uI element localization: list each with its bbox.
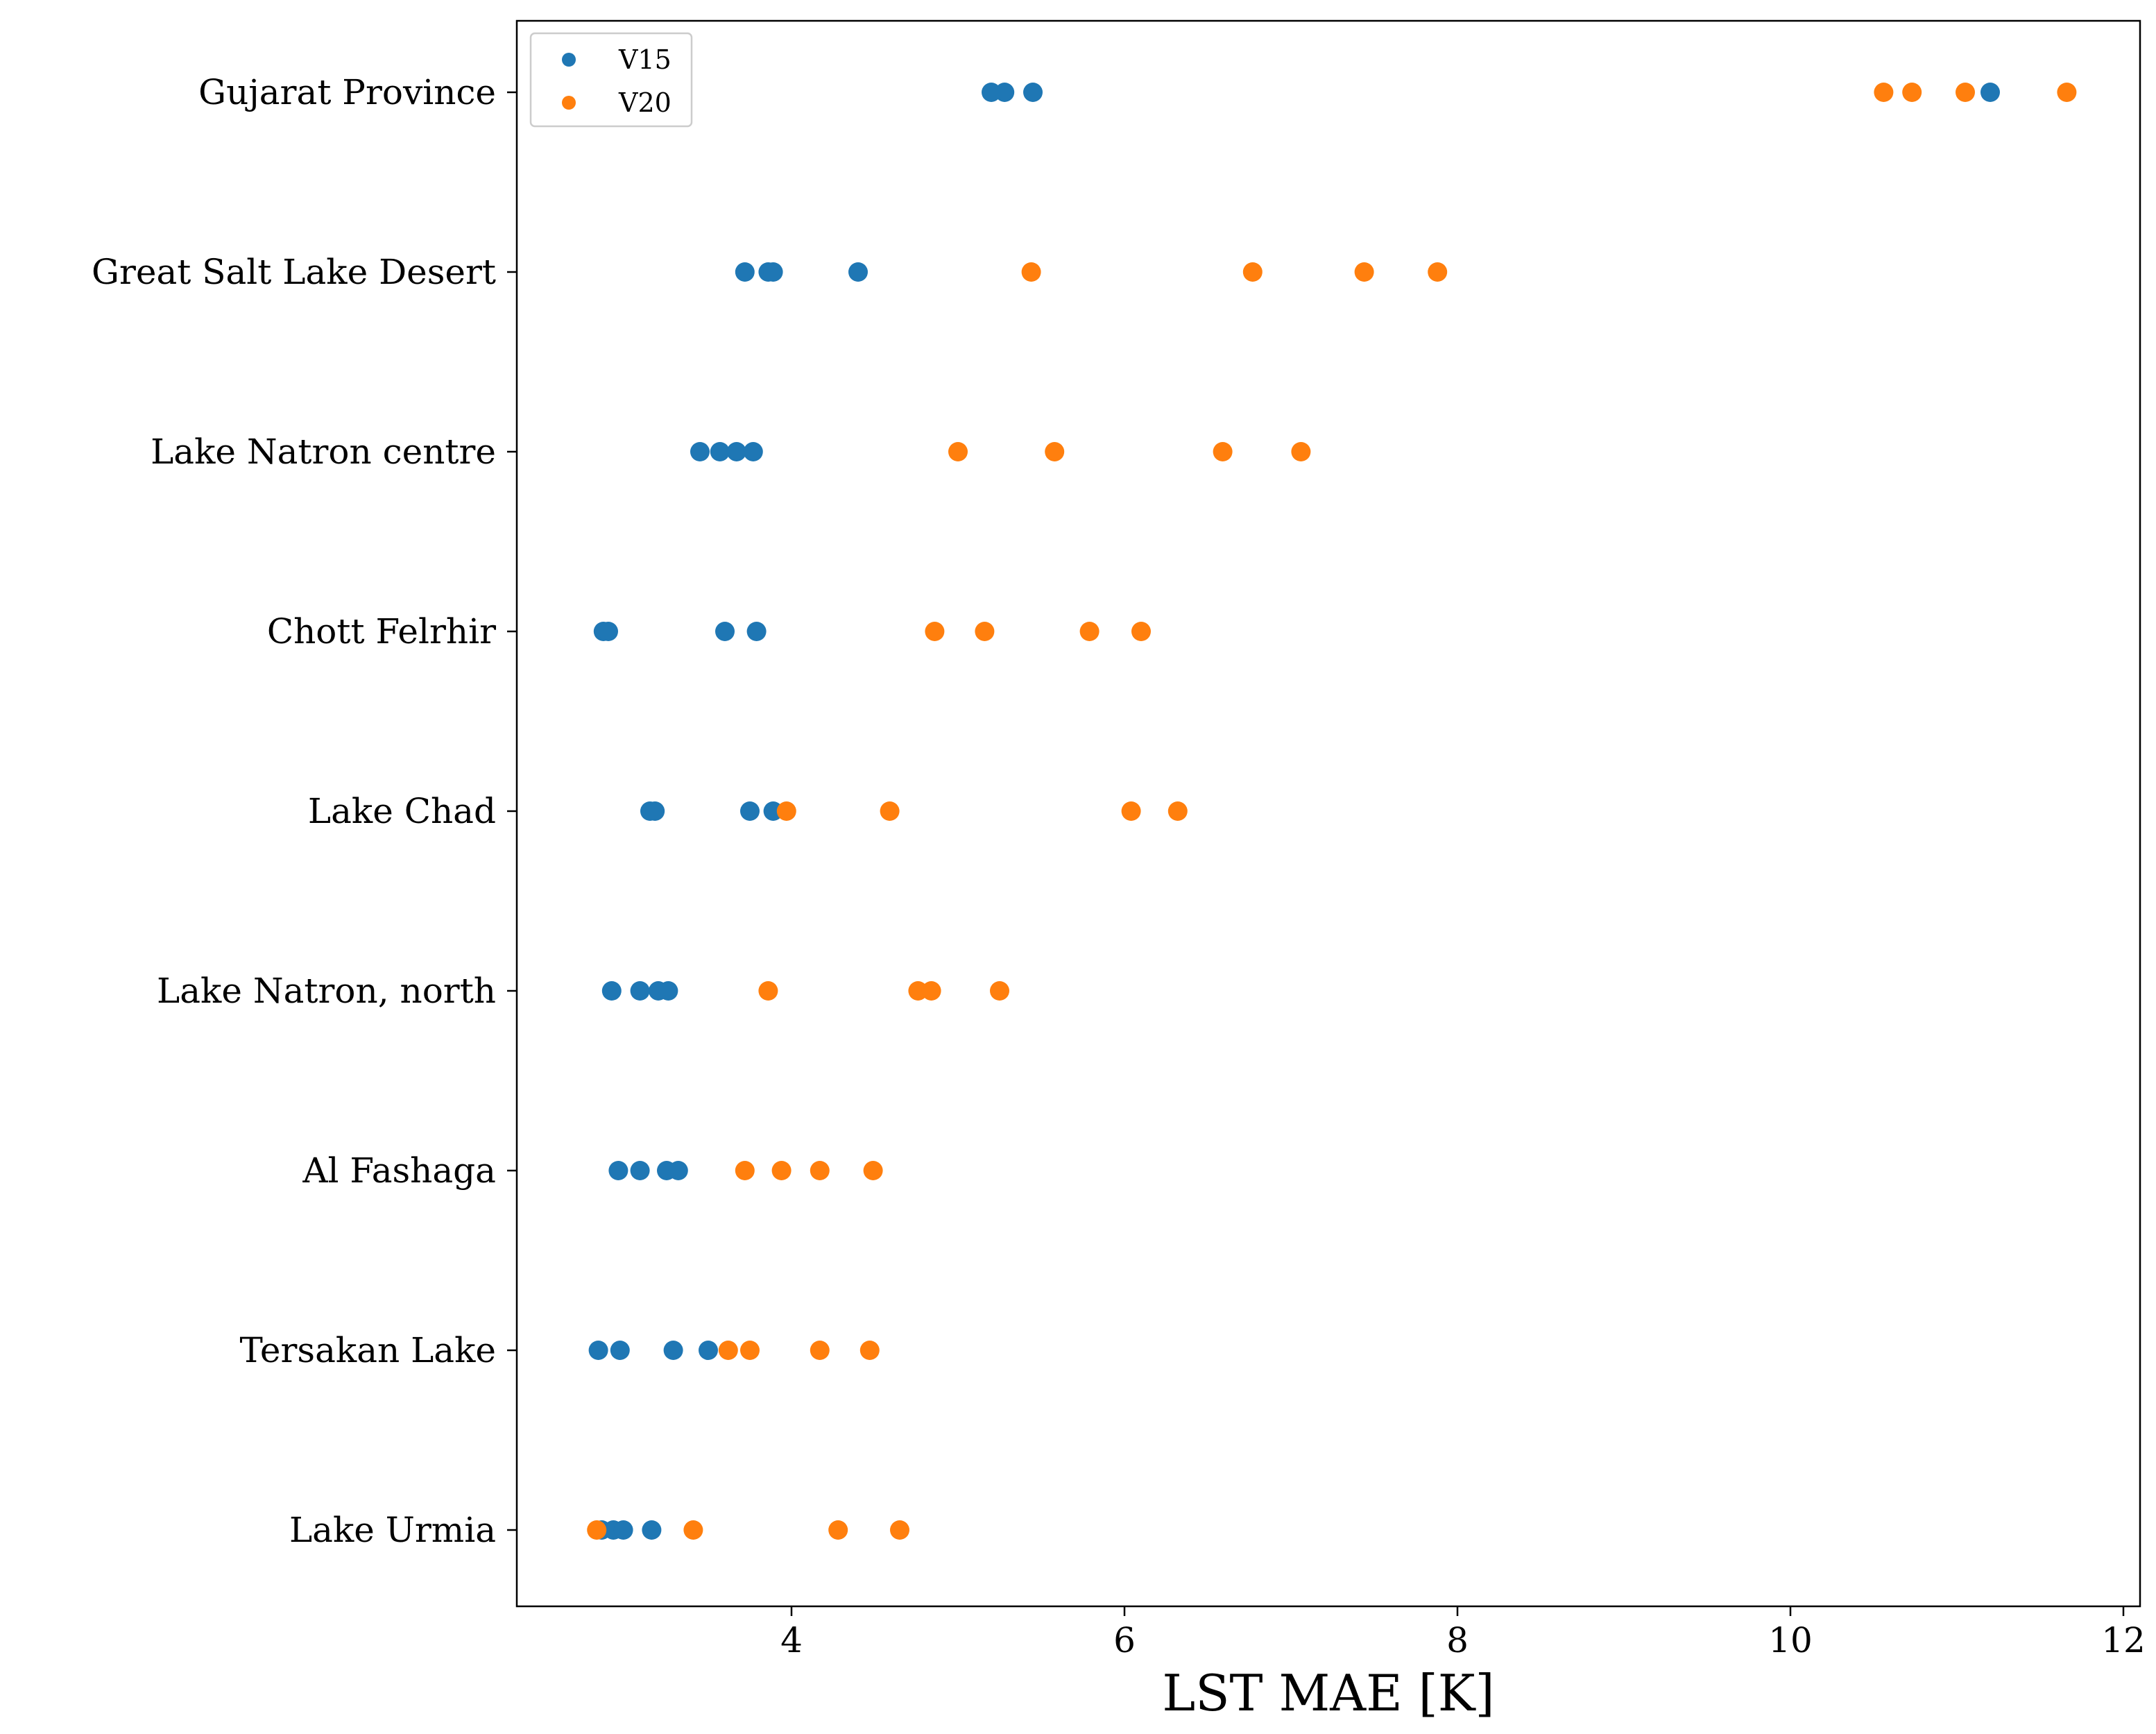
y-tick-label: Lake Natron, north	[157, 971, 496, 1011]
data-point-v20	[718, 1341, 738, 1360]
data-point-v15	[613, 1520, 633, 1540]
data-point-v20	[1902, 83, 1922, 102]
legend-marker-v15	[562, 53, 576, 67]
data-point-v15	[601, 981, 622, 1001]
data-point-v15	[599, 622, 618, 641]
y-axis: Gujarat Province Great Salt Lake Desert La…	[92, 72, 517, 1550]
data-point-v20	[776, 801, 796, 821]
data-point-v15	[848, 262, 868, 282]
legend-label-v20: V20	[618, 87, 671, 118]
x-tick-label: 10	[1768, 1620, 1813, 1660]
y-tick-label: Gujarat Province	[198, 72, 496, 112]
data-point-v20	[1045, 442, 1065, 461]
data-point-v20	[1956, 83, 1975, 102]
data-point-v20	[921, 981, 941, 1001]
data-point-v20	[1167, 801, 1188, 821]
data-point-v15	[763, 262, 783, 282]
data-point-v15	[715, 622, 735, 641]
data-point-v20	[828, 1520, 848, 1540]
data-points	[587, 83, 2077, 1540]
data-point-v20	[880, 801, 900, 821]
data-point-v20	[975, 622, 995, 641]
plot-area	[515, 19, 2141, 1608]
data-point-v15	[763, 801, 783, 821]
data-point-v15	[663, 1341, 683, 1360]
data-point-v20	[890, 1520, 909, 1540]
x-axis-label: LST MAE [K]	[1162, 1664, 1494, 1722]
data-point-v15	[610, 1341, 630, 1360]
data-point-v20	[863, 1161, 883, 1180]
data-point-v20	[1428, 262, 1448, 282]
data-point-v20	[1291, 442, 1311, 461]
data-point-v20	[1121, 801, 1141, 821]
data-point-v20	[2057, 83, 2077, 102]
data-point-v15	[740, 801, 760, 821]
data-point-v15	[642, 1520, 662, 1540]
data-point-v20	[810, 1161, 830, 1180]
data-point-v20	[1213, 442, 1233, 461]
data-point-v20	[990, 981, 1009, 1001]
y-tick-label: Lake Urmia	[289, 1510, 496, 1550]
data-point-v20	[810, 1341, 830, 1360]
data-point-v15	[1980, 83, 2000, 102]
data-point-v15	[710, 442, 730, 461]
data-point-v15	[608, 1161, 628, 1180]
y-tick-label: Tersakan Lake	[239, 1330, 496, 1370]
legend-label-v15: V15	[618, 44, 671, 75]
data-point-v15	[995, 83, 1015, 102]
x-axis: 4 6 8 10 12	[780, 1606, 2146, 1660]
data-point-v15	[743, 442, 763, 461]
data-point-v15	[658, 981, 678, 1001]
legend-marker-v20	[562, 96, 576, 110]
data-point-v15	[699, 1341, 718, 1360]
x-tick-label: 12	[2101, 1620, 2146, 1660]
data-point-v20	[925, 622, 945, 641]
data-point-v20	[1131, 622, 1151, 641]
data-point-v15	[690, 442, 710, 461]
data-point-v15	[630, 1161, 650, 1180]
data-point-v15	[982, 83, 1001, 102]
data-point-v15	[1023, 83, 1043, 102]
data-point-v20	[1079, 622, 1100, 641]
data-point-v15	[645, 801, 665, 821]
data-point-v20	[758, 981, 778, 1001]
y-tick-label: Chott Felrhir	[267, 611, 496, 652]
y-tick-label: Great Salt Lake Desert	[92, 252, 496, 292]
data-point-v15	[726, 442, 746, 461]
y-tick-label: Lake Chad	[308, 791, 496, 831]
data-point-v15	[746, 622, 767, 641]
data-point-v15	[668, 1161, 688, 1180]
x-tick-label: 4	[780, 1620, 803, 1660]
y-tick-label: Lake Natron centre	[151, 432, 496, 472]
x-tick-label: 8	[1446, 1620, 1469, 1660]
data-point-v20	[683, 1520, 703, 1540]
data-point-v20	[1354, 262, 1374, 282]
data-point-v20	[908, 981, 928, 1001]
data-point-v20	[1021, 262, 1041, 282]
data-point-v20	[587, 1520, 607, 1540]
y-tick-label: Al Fashaga	[302, 1150, 496, 1191]
data-point-v20	[948, 442, 968, 461]
data-point-v15	[588, 1341, 608, 1360]
x-tick-label: 6	[1113, 1620, 1136, 1660]
data-point-v20	[1242, 262, 1263, 282]
data-point-v20	[1874, 83, 1894, 102]
data-point-v20	[740, 1341, 760, 1360]
data-point-v20	[735, 1161, 755, 1180]
data-point-v15	[735, 262, 755, 282]
data-point-v15	[630, 981, 650, 1001]
data-point-v20	[859, 1341, 880, 1360]
data-point-v20	[771, 1161, 792, 1180]
